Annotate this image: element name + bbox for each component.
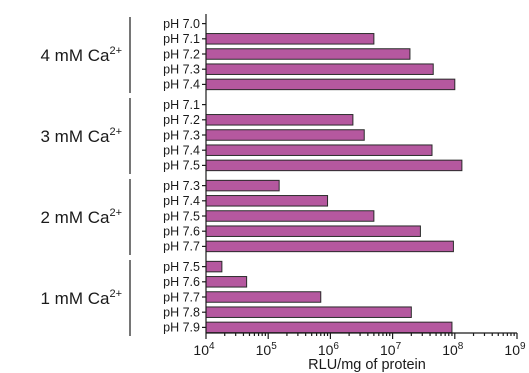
x-tick-label: 106 (318, 341, 340, 358)
bar (205, 179, 280, 192)
x-tick-label: 107 (380, 341, 402, 358)
category-label: pH 7.5 (163, 209, 200, 223)
category-label: pH 7.8 (163, 306, 200, 320)
category-label: pH 7.4 (163, 144, 200, 158)
category-label: pH 7.4 (163, 78, 200, 92)
bar (205, 144, 433, 156)
bar (205, 48, 411, 60)
bar (205, 63, 434, 75)
group-label: 4 mM Ca2+ (40, 45, 122, 65)
bar (205, 195, 329, 207)
x-tick-label: 104 (193, 341, 215, 358)
category-label: pH 7.9 (163, 321, 200, 335)
category-label: pH 7.3 (163, 179, 200, 193)
bar (205, 240, 454, 253)
category-label: pH 7.1 (163, 98, 200, 112)
group-label-text: 4 mM Ca (40, 46, 110, 65)
category-label: pH 7.3 (163, 128, 200, 142)
category-label: pH 7.6 (163, 225, 200, 239)
bar (205, 129, 365, 141)
group-label-text: 3 mM Ca (40, 127, 110, 146)
category-label: pH 7.0 (163, 17, 200, 31)
group-label: 1 mM Ca2+ (40, 288, 122, 308)
category-label: pH 7.7 (163, 240, 200, 254)
x-axis-title: RLU/mg of protein (308, 357, 426, 373)
bar (205, 159, 463, 172)
category-label: pH 7.5 (163, 159, 200, 173)
bar (205, 321, 453, 334)
bar (205, 210, 375, 222)
category-label: pH 7.2 (163, 47, 200, 61)
category-label: pH 7.3 (163, 63, 200, 77)
group-label-superscript: 2+ (109, 288, 122, 300)
bar (205, 78, 456, 91)
group-label-superscript: 2+ (109, 45, 122, 57)
group-label-text: 1 mM Ca (40, 289, 110, 308)
category-label: pH 7.2 (163, 113, 200, 127)
bars (205, 33, 463, 334)
bar (205, 276, 248, 288)
category-labels: pH 7.0pH 7.1pH 7.2pH 7.3pH 7.4pH 7.1pH 7… (163, 17, 206, 335)
x-tick-label: 105 (256, 341, 278, 358)
group-label-text: 2 mM Ca (40, 208, 110, 227)
x-axis-ticks: 104 105 106 107 108 109 (193, 333, 526, 358)
axes (205, 14, 517, 334)
bar (205, 225, 421, 237)
group-label: 2 mM Ca2+ (40, 207, 122, 227)
bar (205, 260, 223, 273)
group-label-superscript: 2+ (109, 126, 122, 138)
category-label: pH 7.5 (163, 260, 200, 274)
group-labels: 4 mM Ca2+3 mM Ca2+2 mM Ca2+1 mM Ca2+ (40, 45, 122, 308)
x-tick-label: 108 (442, 341, 464, 358)
bar (205, 306, 412, 318)
category-label: pH 7.6 (163, 275, 200, 289)
category-label: pH 7.1 (163, 32, 200, 46)
category-label: pH 7.4 (163, 194, 200, 208)
bar (205, 114, 354, 126)
group-label-superscript: 2+ (109, 207, 122, 219)
group-label: 3 mM Ca2+ (40, 126, 122, 146)
bar (205, 291, 322, 303)
category-label: pH 7.7 (163, 290, 200, 304)
x-tick-label: 109 (504, 341, 526, 358)
bar (205, 33, 375, 45)
